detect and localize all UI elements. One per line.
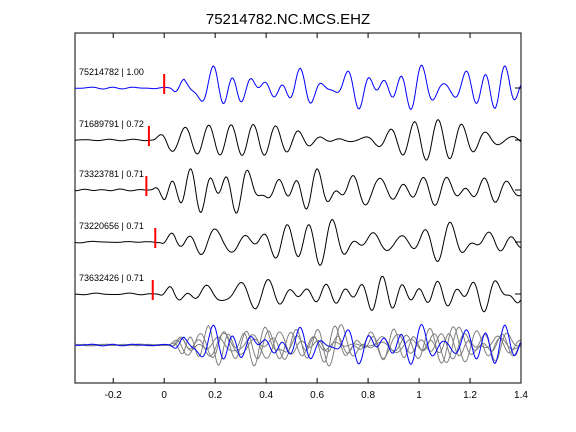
trace-label-3: 73323781 | 0.71 xyxy=(79,169,144,179)
trace-label-4: 73220656 | 0.71 xyxy=(79,221,144,231)
x-tick-label-1: 0 xyxy=(161,390,167,401)
x-tick-label-3: 0.4 xyxy=(259,390,273,401)
trace-label-1: 75214782 | 1.00 xyxy=(79,67,144,77)
trace-line-1 xyxy=(75,64,521,110)
plot-frame xyxy=(74,32,522,384)
x-tick-label-6: 1 xyxy=(416,390,422,401)
stack-trace-master xyxy=(75,323,521,365)
x-tick-label-5: 0.8 xyxy=(361,390,375,401)
trace-label-2: 71689791 | 0.72 xyxy=(79,119,144,129)
x-tick-label-2: 0.2 xyxy=(208,390,222,401)
x-tick-label-4: 0.6 xyxy=(310,390,324,401)
trace-line-3 xyxy=(75,168,521,214)
trace-line-5 xyxy=(75,275,521,313)
x-axis: -0.2 0 0.2 0.4 0.6 0.8 1 1.2 1.4 xyxy=(105,33,528,401)
stacked-traces-group xyxy=(74,323,521,367)
x-tick-label-7: 1.2 xyxy=(463,390,477,401)
trace-label-5: 73632426 | 0.71 xyxy=(79,273,144,283)
stack-trace-2 xyxy=(75,326,521,364)
trace-line-4 xyxy=(74,218,521,266)
traces-group: 75214782 | 1.00 71689791 | 0.72 73323781 |… xyxy=(74,64,521,313)
chart-title: 75214782.NC.MCS.EHZ xyxy=(206,11,370,28)
x-tick-label-8: 1.4 xyxy=(514,390,528,401)
x-tick-label-0: -0.2 xyxy=(105,390,123,401)
